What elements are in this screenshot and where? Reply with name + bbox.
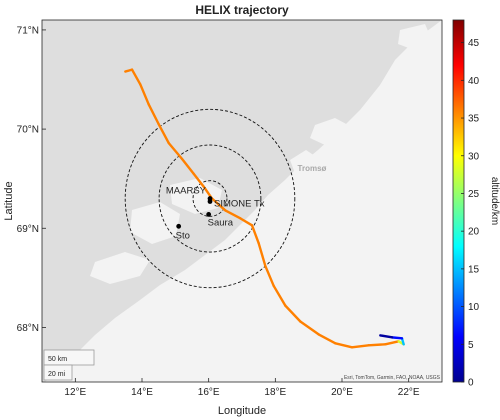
station-label: SIMONE Tx [214, 198, 265, 209]
trajectory-segment [384, 340, 400, 346]
trajectory-segment [239, 217, 254, 227]
x-tick-label: 20°E [331, 387, 353, 398]
scale-bar-mi: 20 mi [48, 371, 66, 378]
trajectory-segment [334, 342, 354, 349]
x-tick-label: 22°E [398, 387, 420, 398]
trajectory-segment [317, 333, 337, 345]
x-axis-ticks: 12°E 14°E 16°E 18°E 20°E 22°E [64, 378, 420, 398]
x-tick-label: 12°E [64, 387, 86, 398]
station-marker[interactable] [206, 211, 212, 217]
trajectory-segment [130, 68, 142, 86]
trajectory-segment [390, 336, 404, 340]
trajectory-segment [284, 304, 302, 323]
trajectory-segment [147, 103, 160, 126]
trajectory-segment [224, 209, 242, 220]
range-ring [158, 144, 262, 253]
trajectory-segment [379, 334, 394, 339]
map-attribution: Esri, TomTom, Garmin, FAO, NOAA, USGS [344, 375, 441, 381]
trajectory-segment [264, 264, 275, 287]
trajectory-segment [167, 141, 184, 161]
trajectory-segment [157, 122, 170, 145]
y-tick-label: 69°N [17, 224, 39, 235]
island-tromso [290, 150, 318, 176]
colorbar-tick-label: 45 [468, 38, 480, 49]
trajectory-segment [299, 320, 320, 336]
trajectory-segment [350, 344, 370, 349]
trajectory-segment [257, 241, 267, 268]
station-marker[interactable] [207, 199, 213, 204]
colorbar-tick-label: 40 [468, 76, 480, 87]
trajectory-segment [180, 157, 195, 175]
island-vesteralen-2 [130, 202, 180, 244]
x-tick-label: 18°E [264, 387, 286, 398]
trajectory-segment [250, 224, 260, 245]
colorbar-tick-label: 15 [468, 264, 480, 275]
island-far-north [398, 24, 432, 50]
station-marker[interactable] [176, 223, 182, 229]
station-label: Saura [208, 217, 234, 228]
colorbar-tick-label: 10 [468, 302, 480, 313]
map-area[interactable]: MAARSY SIMONE Tx Saura Sto Tromsø 50 km 20 … [42, 20, 442, 382]
mainland [45, 20, 442, 382]
trajectory-segment [139, 83, 150, 106]
y-tick-label: 71°N [17, 25, 39, 36]
station-label: MAARSY [166, 186, 207, 197]
colorbar-tick-label: 20 [468, 227, 480, 238]
island-north [310, 118, 350, 145]
colorbar-tick-label: 25 [468, 189, 480, 200]
x-axis-label: Longitude [218, 405, 266, 417]
scale-bar-km: 50 km [48, 356, 67, 363]
y-tick-label: 70°N [17, 125, 39, 136]
trajectory-segment [210, 197, 227, 212]
map-label-city: Tromsø [298, 164, 327, 173]
trajectory-segment [272, 284, 287, 307]
colorbar-ticks: 0 5 10 15 20 25 30 35 40 45 [461, 38, 480, 389]
map-frame [41, 19, 443, 383]
island-vesteralen-1 [170, 178, 222, 214]
trajectory [124, 68, 405, 349]
y-axis-label: Latitude [3, 181, 15, 220]
y-axis-ticks: 68°N 69°N 70°N 71°N [17, 25, 46, 334]
colorbar-tick-label: 0 [468, 378, 474, 389]
colorbar-label: altitude/km [489, 177, 500, 225]
scale-bar: 50 km 20 mi [43, 349, 95, 381]
x-tick-label: 16°E [198, 387, 220, 398]
colorbar-tick-label: 5 [468, 340, 474, 351]
trajectory-segment [367, 343, 387, 347]
chart-title: HELIX trajectory [195, 3, 289, 17]
landmass [45, 20, 442, 382]
y-tick-label: 68°N [17, 323, 39, 334]
colorbar-tick-label: 35 [468, 114, 480, 125]
trajectory-segment [192, 172, 205, 188]
stations: MAARSY SIMONE Tx Saura Sto [166, 186, 265, 242]
colorbar [452, 19, 465, 383]
island-lofoten [90, 252, 150, 284]
colorbar-tick-label: 30 [468, 151, 480, 162]
range-ring [124, 108, 296, 289]
station-label: Sto [176, 230, 190, 241]
x-tick-label: 14°E [131, 387, 153, 398]
